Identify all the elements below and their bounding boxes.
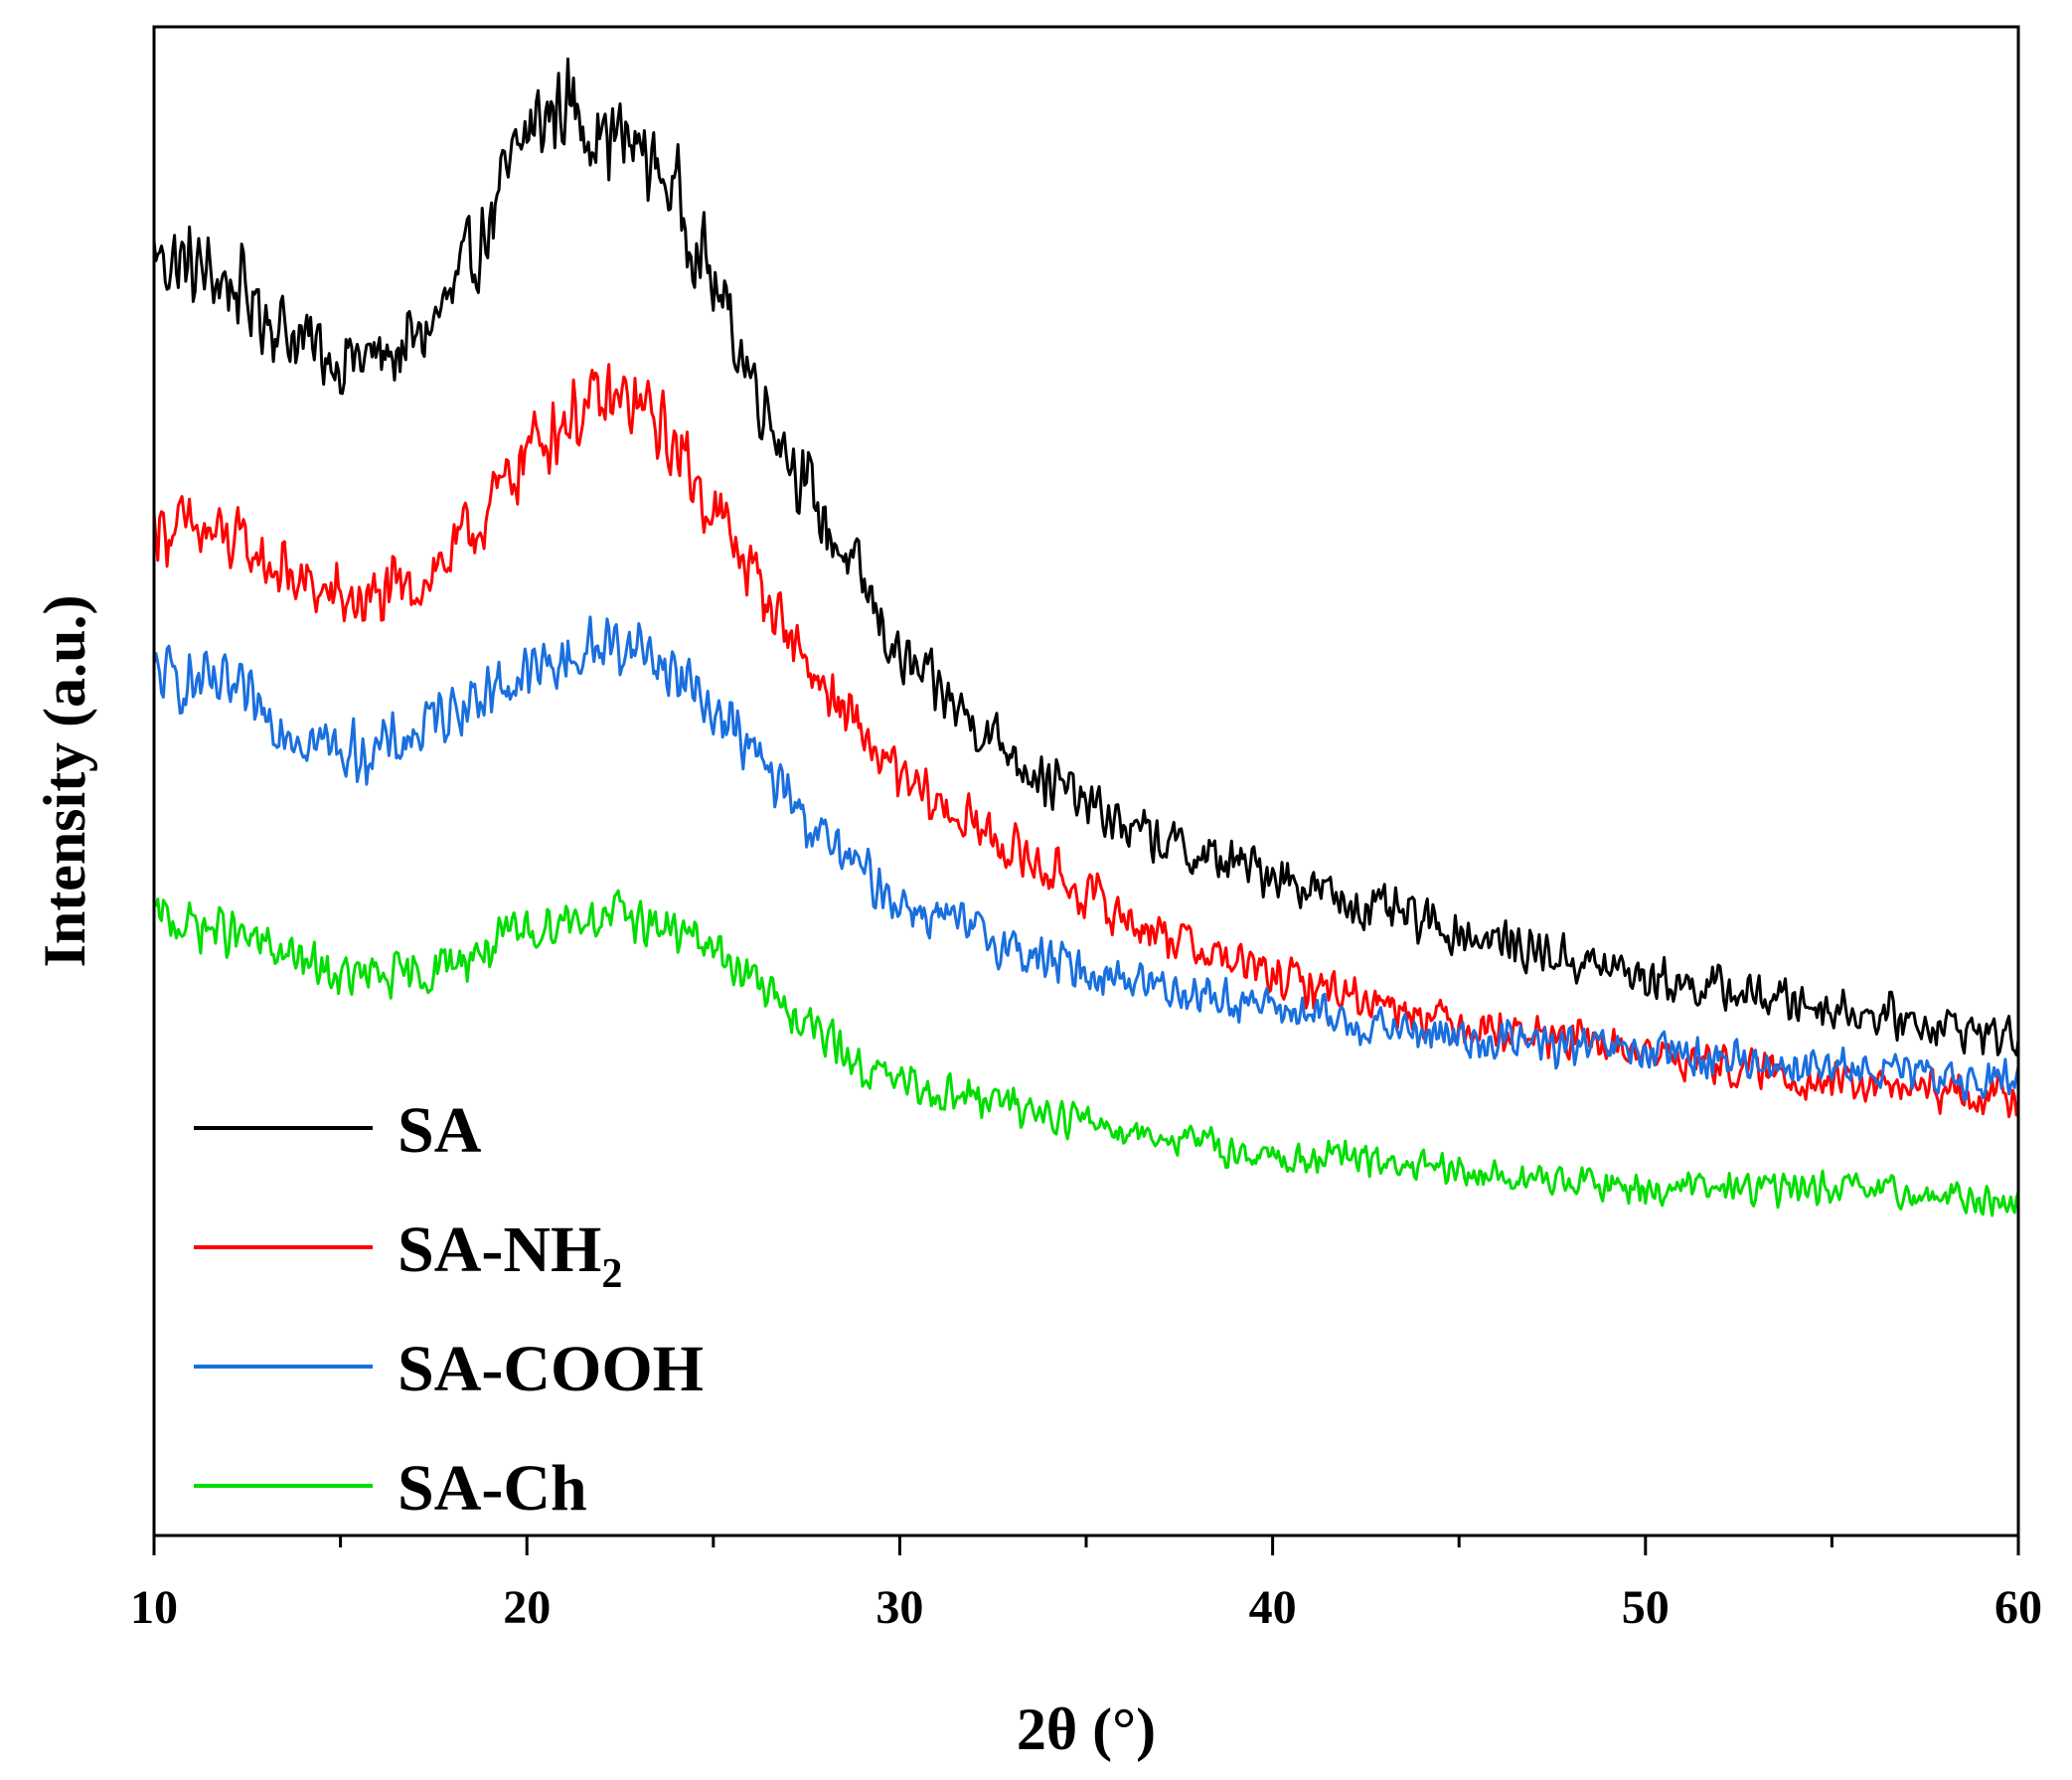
x-axis-ticks (152, 1536, 2020, 1555)
legend-label: SA-NH2 (398, 1214, 622, 1297)
x-axis-title: 2θ (°) (1017, 1697, 1156, 1762)
plot-frame (152, 25, 2020, 1537)
x-tick-label: 50 (1622, 1581, 1670, 1634)
x-axis-tick-labels: 10 20 30 40 50 60 (130, 1581, 2042, 1634)
series-line-sa-ch (153, 889, 2020, 1217)
legend-label: SA (398, 1094, 482, 1167)
legend-label: SA-COOH (398, 1333, 704, 1405)
x-tick-label: 40 (1249, 1581, 1297, 1634)
x-tick-label: 10 (130, 1581, 178, 1634)
series-layer (152, 57, 2020, 1217)
x-tick-label: 20 (503, 1581, 551, 1634)
series-line-sa-nh2 (152, 363, 2020, 1119)
x-tick-label: 60 (1994, 1581, 2042, 1634)
series-line-sa-cooh (152, 615, 2020, 1102)
y-axis-title: Intensity (a.u.) (32, 594, 97, 967)
legend-label: SA-Ch (398, 1452, 587, 1525)
x-tick-label: 30 (876, 1581, 923, 1634)
legend: SA SA-NH2 SA-COOH SA-Ch (194, 1094, 704, 1525)
series-line-sa (152, 57, 2020, 1056)
